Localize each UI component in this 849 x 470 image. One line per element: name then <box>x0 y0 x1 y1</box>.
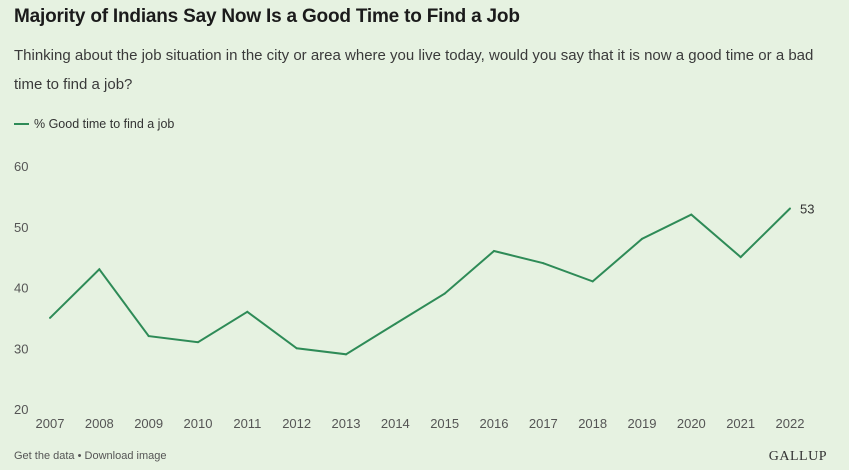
footer-separator: • <box>77 450 82 462</box>
x-tick-label: 2010 <box>184 416 213 431</box>
end-value-label: 53 <box>800 202 814 217</box>
data-point <box>49 316 51 319</box>
x-tick-label: 2009 <box>134 416 163 431</box>
x-tick-label: 2015 <box>430 416 459 431</box>
x-tick-label: 2019 <box>628 416 657 431</box>
x-tick-label: 2017 <box>529 416 558 431</box>
x-tick-label: 2014 <box>381 416 410 431</box>
download-image-link[interactable]: Download image <box>84 450 167 462</box>
data-point <box>147 335 150 338</box>
data-point <box>591 280 594 283</box>
data-point <box>542 262 545 265</box>
data-point <box>98 268 101 271</box>
data-point <box>345 353 347 356</box>
data-point <box>493 250 495 253</box>
get-data-link[interactable]: Get the data <box>14 450 75 462</box>
y-tick-label: 40 <box>14 281 28 296</box>
x-tick-label: 2011 <box>233 416 261 431</box>
data-point <box>789 207 791 210</box>
chart-subtitle: Thinking about the job situation in the … <box>14 47 814 93</box>
x-tick-label: 2020 <box>677 416 706 431</box>
x-tick-label: 2012 <box>282 416 311 431</box>
x-tick-label: 2018 <box>578 416 607 431</box>
legend-swatch <box>14 123 29 125</box>
series-line <box>49 207 791 356</box>
data-point <box>641 237 643 240</box>
footer-links: Get the data • Download image <box>14 450 166 462</box>
y-tick-label: 20 <box>14 402 28 417</box>
chart-legend: % Good time to find a job <box>14 117 174 131</box>
data-point <box>690 213 693 216</box>
x-tick-label: 2021 <box>726 416 755 431</box>
x-tick-label: 2022 <box>776 416 805 431</box>
x-tick-label: 2007 <box>36 416 65 431</box>
y-tick-label: 50 <box>14 220 28 235</box>
x-tick-label: 2008 <box>85 416 114 431</box>
y-tick-label: 60 <box>14 159 28 174</box>
legend-label: % Good time to find a job <box>34 117 175 131</box>
x-tick-label: 2013 <box>332 416 361 431</box>
data-point <box>295 347 298 350</box>
data-point <box>739 256 742 259</box>
data-point <box>246 310 249 313</box>
gallup-logo: GALLUP <box>768 449 827 464</box>
data-point <box>394 322 397 325</box>
x-tick-label: 2016 <box>480 416 509 431</box>
data-point <box>197 341 199 344</box>
chart-title: Majority of Indians Say Now Is a Good Ti… <box>14 6 520 27</box>
y-tick-label: 30 <box>14 341 28 356</box>
data-point <box>443 292 446 295</box>
